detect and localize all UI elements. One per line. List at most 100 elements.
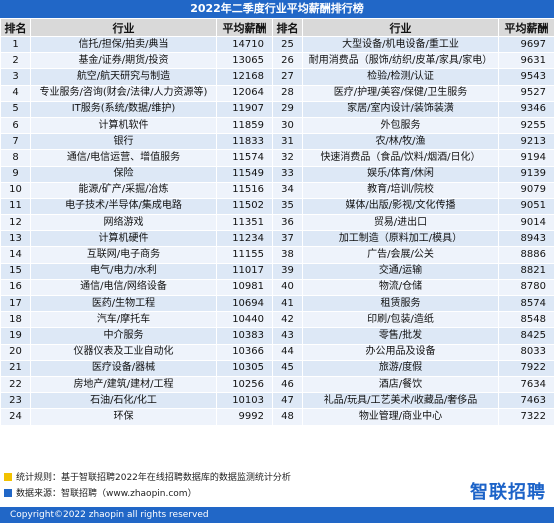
page-title: 2022年二季度行业平均薪酬排行榜 bbox=[0, 0, 554, 18]
salary-cell: 11859 bbox=[216, 116, 273, 135]
salary-cell: 9194 bbox=[498, 149, 554, 167]
rank-cell: 48 bbox=[272, 408, 303, 426]
industry-cell: 礼品/玩具/工艺美术/收藏品/奢侈品 bbox=[302, 392, 499, 410]
rank-cell: 21 bbox=[0, 359, 31, 377]
rank-cell: 44 bbox=[272, 343, 303, 361]
salary-cell: 11574 bbox=[216, 149, 273, 167]
rank-cell: 7 bbox=[0, 133, 31, 151]
industry-cell: 物流/仓储 bbox=[302, 278, 499, 297]
rank-cell: 14 bbox=[0, 246, 31, 264]
salary-cell: 12168 bbox=[216, 68, 273, 86]
salary-cell: 9139 bbox=[498, 165, 554, 183]
rank-cell: 46 bbox=[272, 375, 303, 394]
industry-cell: 农/林/牧/渔 bbox=[302, 133, 499, 151]
salary-cell: 7322 bbox=[498, 408, 554, 426]
salary-cell: 9014 bbox=[498, 214, 554, 232]
rank-cell: 29 bbox=[272, 100, 303, 118]
rank-cell: 13 bbox=[0, 230, 31, 248]
industry-cell: 娱乐/体育/休闲 bbox=[302, 165, 499, 183]
rank-cell: 4 bbox=[0, 84, 31, 102]
salary-cell: 9992 bbox=[216, 408, 273, 426]
table-row: 16 通信/电信/网络设备 10981 40 物流/仓储 8780 bbox=[0, 278, 554, 297]
industry-cell: 环保 bbox=[30, 408, 217, 426]
salary-cell: 9213 bbox=[498, 133, 554, 151]
industry-cell: 加工制造（原料加工/模具） bbox=[302, 230, 499, 248]
table-row: 10 能源/矿产/采掘/冶炼 11516 34 教育/培训/院校 9079 bbox=[0, 181, 554, 199]
industry-cell: 网络游戏 bbox=[30, 214, 217, 232]
yellow-marker-icon bbox=[4, 473, 12, 481]
salary-cell: 11017 bbox=[216, 262, 273, 280]
notes: 统计规则：基于智联招聘2022年在线招聘数据库的数据监测统计分析 数据来源：智联… bbox=[0, 470, 554, 506]
industry-cell: 耐用消费品（服饰/纺织/皮革/家具/家电） bbox=[302, 52, 499, 70]
industry-cell: 零售/批发 bbox=[302, 327, 499, 345]
rank-cell: 6 bbox=[0, 116, 31, 135]
salary-cell: 11351 bbox=[216, 214, 273, 232]
table-row: 17 医药/生物工程 10694 41 租赁服务 8574 bbox=[0, 294, 554, 313]
salary-cell: 8943 bbox=[498, 230, 554, 248]
table-row: 1 信托/担保/拍卖/典当 14710 25 大型设备/机电设备/重工业 9697 bbox=[0, 35, 554, 54]
table-row: 9 保险 11549 33 娱乐/体育/休闲 9139 bbox=[0, 165, 554, 183]
table-row: 4 专业服务/咨询(财会/法律/人力资源等) 12064 28 医疗/护理/美容/保健/… bbox=[0, 84, 554, 102]
rank-cell: 12 bbox=[0, 214, 31, 232]
salary-cell: 11833 bbox=[216, 133, 273, 151]
salary-cell: 9346 bbox=[498, 100, 554, 118]
salary-cell: 9255 bbox=[498, 116, 554, 135]
rank-cell: 37 bbox=[272, 230, 303, 248]
industry-cell: 医药/生物工程 bbox=[30, 294, 217, 313]
rank-cell: 25 bbox=[272, 35, 303, 54]
column-header-industry: 行业 bbox=[30, 18, 217, 37]
column-header-industry: 行业 bbox=[302, 18, 499, 37]
industry-cell: 基金/证券/期货/投资 bbox=[30, 52, 217, 70]
note-text: 数据来源：智联招聘（www.zhaopin.com） bbox=[16, 489, 197, 499]
table-row: 19 中介服务 10383 43 零售/批发 8425 bbox=[0, 327, 554, 345]
industry-cell: 电气/电力/水利 bbox=[30, 262, 217, 280]
salary-cell: 7922 bbox=[498, 359, 554, 377]
salary-cell: 9543 bbox=[498, 68, 554, 86]
salary-cell: 9051 bbox=[498, 197, 554, 216]
rank-cell: 28 bbox=[272, 84, 303, 102]
rank-cell: 23 bbox=[0, 392, 31, 410]
rank-cell: 35 bbox=[272, 197, 303, 216]
salary-cell: 8425 bbox=[498, 327, 554, 345]
industry-cell: 物业管理/商业中心 bbox=[302, 408, 499, 426]
rank-cell: 2 bbox=[0, 52, 31, 70]
salary-cell: 7634 bbox=[498, 375, 554, 394]
industry-cell: 快速消费品（食品/饮料/烟酒/日化） bbox=[302, 149, 499, 167]
rank-cell: 15 bbox=[0, 262, 31, 280]
table-row: 3 航空/航天研究与制造 12168 27 检验/检测/认证 9543 bbox=[0, 68, 554, 86]
rank-cell: 43 bbox=[272, 327, 303, 345]
zhaopin-logo: 智联招聘 bbox=[470, 482, 546, 503]
rank-cell: 20 bbox=[0, 343, 31, 361]
industry-cell: 汽车/摩托车 bbox=[30, 311, 217, 329]
table-row: 2 基金/证券/期货/投资 13065 26 耐用消费品（服饰/纺织/皮革/家具/家电）… bbox=[0, 52, 554, 70]
table-row: 23 石油/石化/化工 10103 47 礼品/玩具/工艺美术/收藏品/奢侈品 7463 bbox=[0, 392, 554, 410]
industry-cell: 保险 bbox=[30, 165, 217, 183]
industry-cell: 大型设备/机电设备/重工业 bbox=[302, 35, 499, 54]
salary-cell: 7463 bbox=[498, 392, 554, 410]
rank-cell: 22 bbox=[0, 375, 31, 394]
industry-cell: 互联网/电子商务 bbox=[30, 246, 217, 264]
rank-cell: 16 bbox=[0, 278, 31, 297]
industry-cell: 家居/室内设计/装饰装潢 bbox=[302, 100, 499, 118]
industry-cell: 广告/会展/公关 bbox=[302, 246, 499, 264]
column-header-rank: 排名 bbox=[272, 18, 303, 37]
salary-cell: 13065 bbox=[216, 52, 273, 70]
table-row: 11 电子技术/半导体/集成电路 11502 35 媒体/出版/影视/文化传播 9051 bbox=[0, 197, 554, 216]
salary-ranking-table: 排名 行业 平均薪酬 排名 行业 平均薪酬 1 信托/担保/拍卖/典当 14710 2… bbox=[0, 18, 554, 426]
table-header-row: 排名 行业 平均薪酬 排名 行业 平均薪酬 bbox=[0, 18, 554, 37]
rank-cell: 32 bbox=[272, 149, 303, 167]
salary-cell: 8548 bbox=[498, 311, 554, 329]
industry-cell: 旅游/度假 bbox=[302, 359, 499, 377]
industry-cell: 租赁服务 bbox=[302, 294, 499, 313]
salary-cell: 11549 bbox=[216, 165, 273, 183]
table-row: 21 医疗设备/器械 10305 45 旅游/度假 7922 bbox=[0, 359, 554, 377]
salary-cell: 11907 bbox=[216, 100, 273, 118]
industry-cell: 电子技术/半导体/集成电路 bbox=[30, 197, 217, 216]
table-row: 15 电气/电力/水利 11017 39 交通/运输 8821 bbox=[0, 262, 554, 280]
table-row: 24 环保 9992 48 物业管理/商业中心 7322 bbox=[0, 408, 554, 426]
industry-cell: 计算机软件 bbox=[30, 116, 217, 135]
industry-cell: 交通/运输 bbox=[302, 262, 499, 280]
industry-cell: 通信/电信运营、增值服务 bbox=[30, 149, 217, 167]
rank-cell: 18 bbox=[0, 311, 31, 329]
salary-cell: 9697 bbox=[498, 35, 554, 54]
